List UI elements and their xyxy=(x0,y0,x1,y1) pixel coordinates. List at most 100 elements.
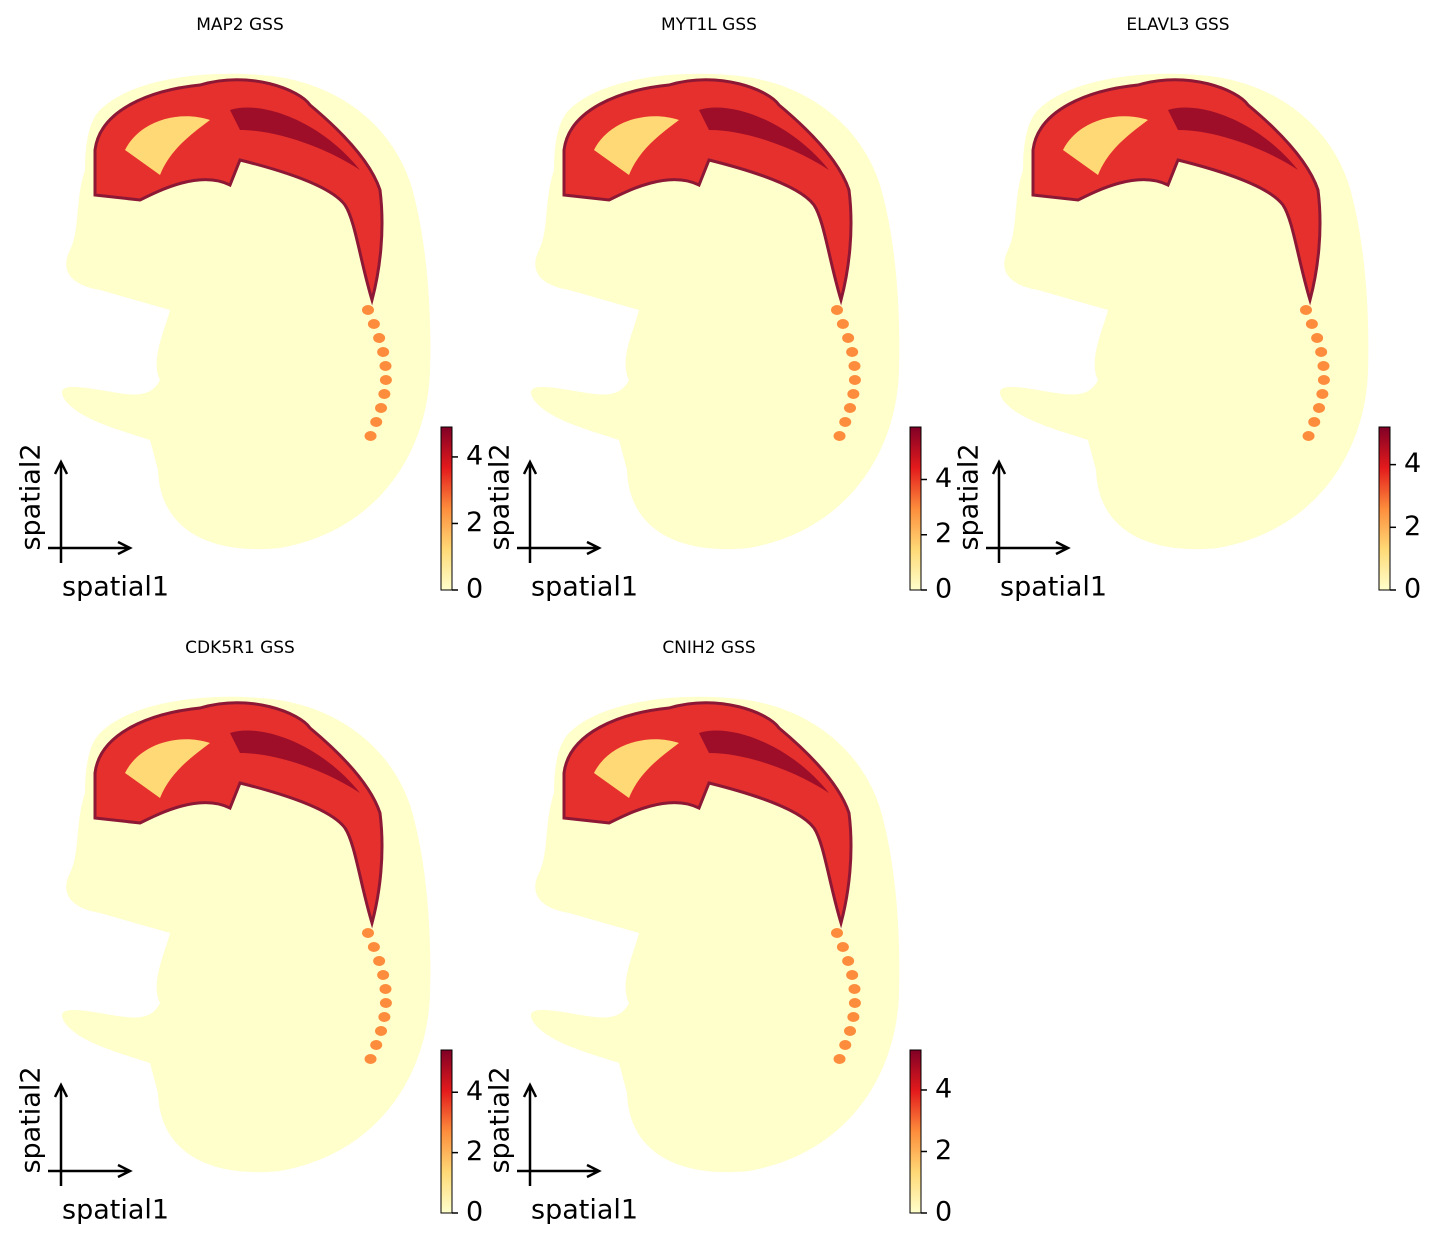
tissue-segment xyxy=(839,1040,852,1050)
tissue-segment xyxy=(378,389,391,399)
tissue-segment xyxy=(379,984,392,994)
tissue-segment xyxy=(848,984,861,994)
colorbar xyxy=(1378,426,1391,591)
panel-title: CDK5R1 GSS xyxy=(185,638,295,658)
tissue-segment xyxy=(364,1054,377,1064)
tissue-segment xyxy=(370,1040,383,1050)
tissue-segment xyxy=(373,333,386,343)
colorbar xyxy=(440,1049,453,1214)
colorbar-tick-label: 4 xyxy=(1404,448,1421,479)
tissue-segment xyxy=(839,417,852,427)
tissue-region xyxy=(125,116,210,175)
tissue-region xyxy=(699,730,829,793)
tissue-segment xyxy=(848,375,861,385)
axis-arrow xyxy=(517,1163,602,1179)
tissue-segment xyxy=(378,1012,391,1022)
tissue-segment xyxy=(848,361,861,371)
tissue-region xyxy=(699,107,829,170)
tissue-segment xyxy=(364,431,377,441)
tissue-segment xyxy=(377,347,390,357)
panel-title: ELAVL3 GSS xyxy=(1126,15,1229,35)
tissue-segment xyxy=(846,970,859,980)
tissue-segment xyxy=(362,305,374,315)
colorbar-tick-label: 0 xyxy=(935,574,952,605)
axis-arrow xyxy=(986,540,1071,556)
tissue-segment xyxy=(1316,389,1329,399)
axis-arrow xyxy=(522,459,538,563)
tissue-segment xyxy=(848,998,861,1008)
tissue-segment xyxy=(833,1054,846,1064)
tissue-segment xyxy=(379,998,392,1008)
axis-arrow xyxy=(522,1082,538,1186)
tissue-region xyxy=(125,739,210,798)
tissue-segment xyxy=(1313,403,1326,413)
tissue-segment xyxy=(831,928,843,938)
y-axis-label: spatial2 xyxy=(485,1066,516,1173)
tissue-region xyxy=(230,730,360,793)
colorbar-tick-label: 4 xyxy=(466,440,483,471)
x-axis-label: spatial1 xyxy=(62,572,169,603)
panel: ELAVL3 GSS spatial1 spatial2 0 2 4 xyxy=(954,15,1422,605)
axis-arrow xyxy=(53,459,69,563)
tissue-segment xyxy=(836,942,849,952)
panel-title: MAP2 GSS xyxy=(196,15,284,35)
tissue-segment xyxy=(1315,347,1328,357)
y-axis-label: spatial2 xyxy=(954,443,985,550)
x-axis-label: spatial1 xyxy=(531,572,638,603)
tissue-segment xyxy=(847,389,860,399)
colorbar-tick-label: 4 xyxy=(935,1073,952,1104)
x-axis-label: spatial1 xyxy=(531,1195,638,1226)
colorbar-tick-label: 2 xyxy=(935,518,952,549)
tissue-segment xyxy=(844,403,857,413)
axis-arrow xyxy=(48,1163,133,1179)
y-axis-label: spatial2 xyxy=(485,443,516,550)
panel: MYT1L GSS spatial1 spatial2 0 2 4 xyxy=(485,15,953,605)
tissue-region xyxy=(230,107,360,170)
colorbar-tick-label: 4 xyxy=(935,463,952,494)
x-axis-label: spatial1 xyxy=(62,1195,169,1226)
axis-arrow xyxy=(991,459,1007,563)
tissue-segment xyxy=(375,1026,388,1036)
colorbar-tick-label: 0 xyxy=(466,574,483,605)
tissue-region xyxy=(594,116,679,175)
tissue-segment xyxy=(1300,305,1312,315)
colorbar xyxy=(909,426,922,591)
tissue-region xyxy=(1063,116,1148,175)
colorbar-tick-label: 0 xyxy=(935,1197,952,1228)
tissue-segment xyxy=(379,375,392,385)
axis-arrow xyxy=(53,1082,69,1186)
y-axis-label: spatial2 xyxy=(16,443,47,550)
tissue-segment xyxy=(831,305,843,315)
colorbar xyxy=(909,1049,922,1214)
colorbar-tick-label: 2 xyxy=(466,1136,483,1167)
tissue-segment xyxy=(1308,417,1321,427)
colorbar-tick-label: 0 xyxy=(1404,574,1421,605)
colorbar-tick-label: 2 xyxy=(466,507,483,538)
colorbar-tick-label: 2 xyxy=(1404,511,1421,542)
tissue-segment xyxy=(377,970,390,980)
colorbar-tick-label: 2 xyxy=(935,1135,952,1166)
tissue-segment xyxy=(1317,361,1330,371)
panel-title: CNIH2 GSS xyxy=(662,638,755,658)
colorbar-tick-label: 0 xyxy=(466,1197,483,1228)
panel: CNIH2 GSS spatial1 spatial2 0 2 4 xyxy=(485,638,953,1228)
tissue-segment xyxy=(846,347,859,357)
tissue-segment xyxy=(379,361,392,371)
tissue-segment xyxy=(1317,375,1330,385)
tissue-segment xyxy=(362,928,374,938)
tissue-region xyxy=(1168,107,1298,170)
tissue-segment xyxy=(373,956,386,966)
tissue-segment xyxy=(842,333,855,343)
tissue-segment xyxy=(833,431,846,441)
tissue-segment xyxy=(1311,333,1324,343)
y-axis-label: spatial2 xyxy=(16,1066,47,1173)
axis-arrow xyxy=(517,540,602,556)
axis-arrow xyxy=(48,540,133,556)
tissue-segment xyxy=(367,942,380,952)
tissue-segment xyxy=(367,319,380,329)
x-axis-label: spatial1 xyxy=(1000,572,1107,603)
tissue-segment xyxy=(375,403,388,413)
tissue-segment xyxy=(1305,319,1318,329)
tissue-segment xyxy=(844,1026,857,1036)
